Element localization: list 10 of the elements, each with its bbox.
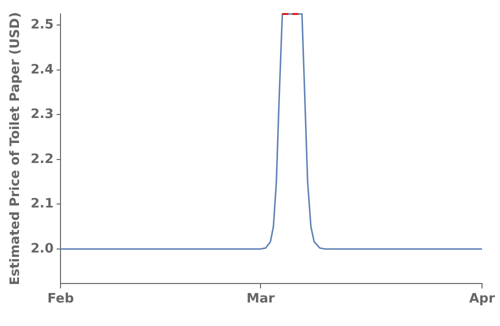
x-tick-label: Mar xyxy=(246,292,276,307)
y-tick-label: 2.2 xyxy=(30,152,54,167)
y-tick-label: 2.0 xyxy=(30,241,54,256)
x-tick-label: Apr xyxy=(469,292,496,307)
y-axis-title: Estimated Price of Toilet Paper (USD) xyxy=(8,12,24,286)
y-tick-label: 2.1 xyxy=(30,196,54,212)
y-tick-label: 2.4 xyxy=(30,62,54,78)
y-tick-label: 2.5 xyxy=(30,18,54,33)
y-tick-label: 2.3 xyxy=(30,107,54,122)
x-tick-label: Feb xyxy=(47,292,74,307)
